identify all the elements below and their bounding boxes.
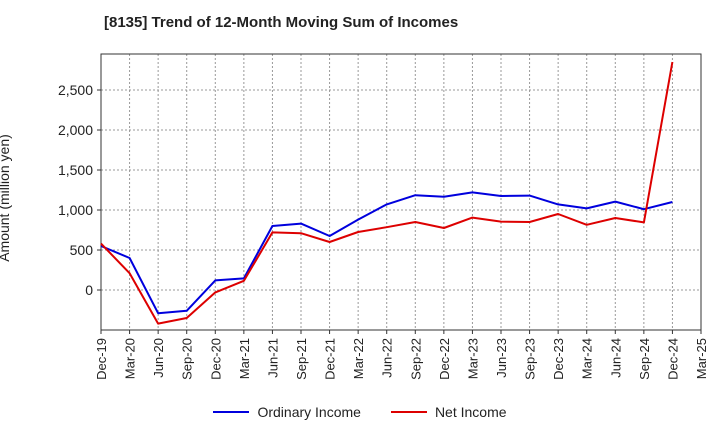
chart-title: [8135] Trend of 12-Month Moving Sum of I… [104, 14, 459, 31]
x-tick-label: Mar-23 [465, 338, 480, 379]
legend-item-ordinary-income: Ordinary Income [213, 404, 361, 420]
x-tick-label: Dec-21 [323, 338, 338, 380]
y-tick-label: 1,500 [58, 162, 93, 178]
legend: Ordinary Income Net Income [0, 404, 720, 420]
x-tick-label: Dec-24 [665, 338, 680, 380]
x-tick-label: Sep-23 [523, 338, 538, 380]
x-tick-label: Dec-22 [437, 338, 452, 380]
x-tick-label: Dec-20 [208, 338, 223, 380]
x-tick-label: Mar-22 [351, 338, 366, 379]
x-tick-label: Jun-23 [494, 338, 509, 378]
x-tick-label: Dec-23 [551, 338, 566, 380]
legend-swatch-ordinary-income [213, 411, 250, 413]
x-tick-label: Mar-21 [237, 338, 252, 379]
x-tick-label: Jun-22 [380, 338, 395, 378]
legend-item-net-income: Net Income [390, 404, 507, 420]
y-tick-label: 2,000 [58, 122, 93, 138]
x-tick-label: Jun-20 [151, 338, 166, 378]
y-tick-label: 0 [85, 282, 93, 298]
y-tick-label: 1,000 [58, 202, 93, 218]
x-tick-label: Jun-21 [265, 338, 280, 378]
y-tick-label: 500 [70, 242, 94, 258]
x-tick-label: Dec-19 [94, 338, 109, 380]
legend-swatch-net-income [390, 411, 427, 413]
legend-label-ordinary-income: Ordinary Income [257, 404, 361, 420]
x-tick-label: Sep-22 [408, 338, 423, 380]
plot-frame [100, 53, 702, 331]
series-line-net-income [100, 61, 674, 325]
x-tick-label: Sep-21 [294, 338, 309, 380]
x-tick-label: Mar-24 [580, 338, 595, 379]
y-tick-label: 2,500 [58, 82, 93, 98]
x-tick-label: Mar-25 [694, 338, 709, 379]
x-tick-label: Sep-20 [180, 338, 195, 380]
x-tick-label: Mar-20 [123, 338, 138, 379]
series-line-ordinary-income [100, 191, 673, 315]
x-tick-label: Jun-24 [608, 338, 623, 378]
legend-label-net-income: Net Income [434, 404, 507, 420]
x-tick-label: Sep-24 [637, 338, 652, 380]
